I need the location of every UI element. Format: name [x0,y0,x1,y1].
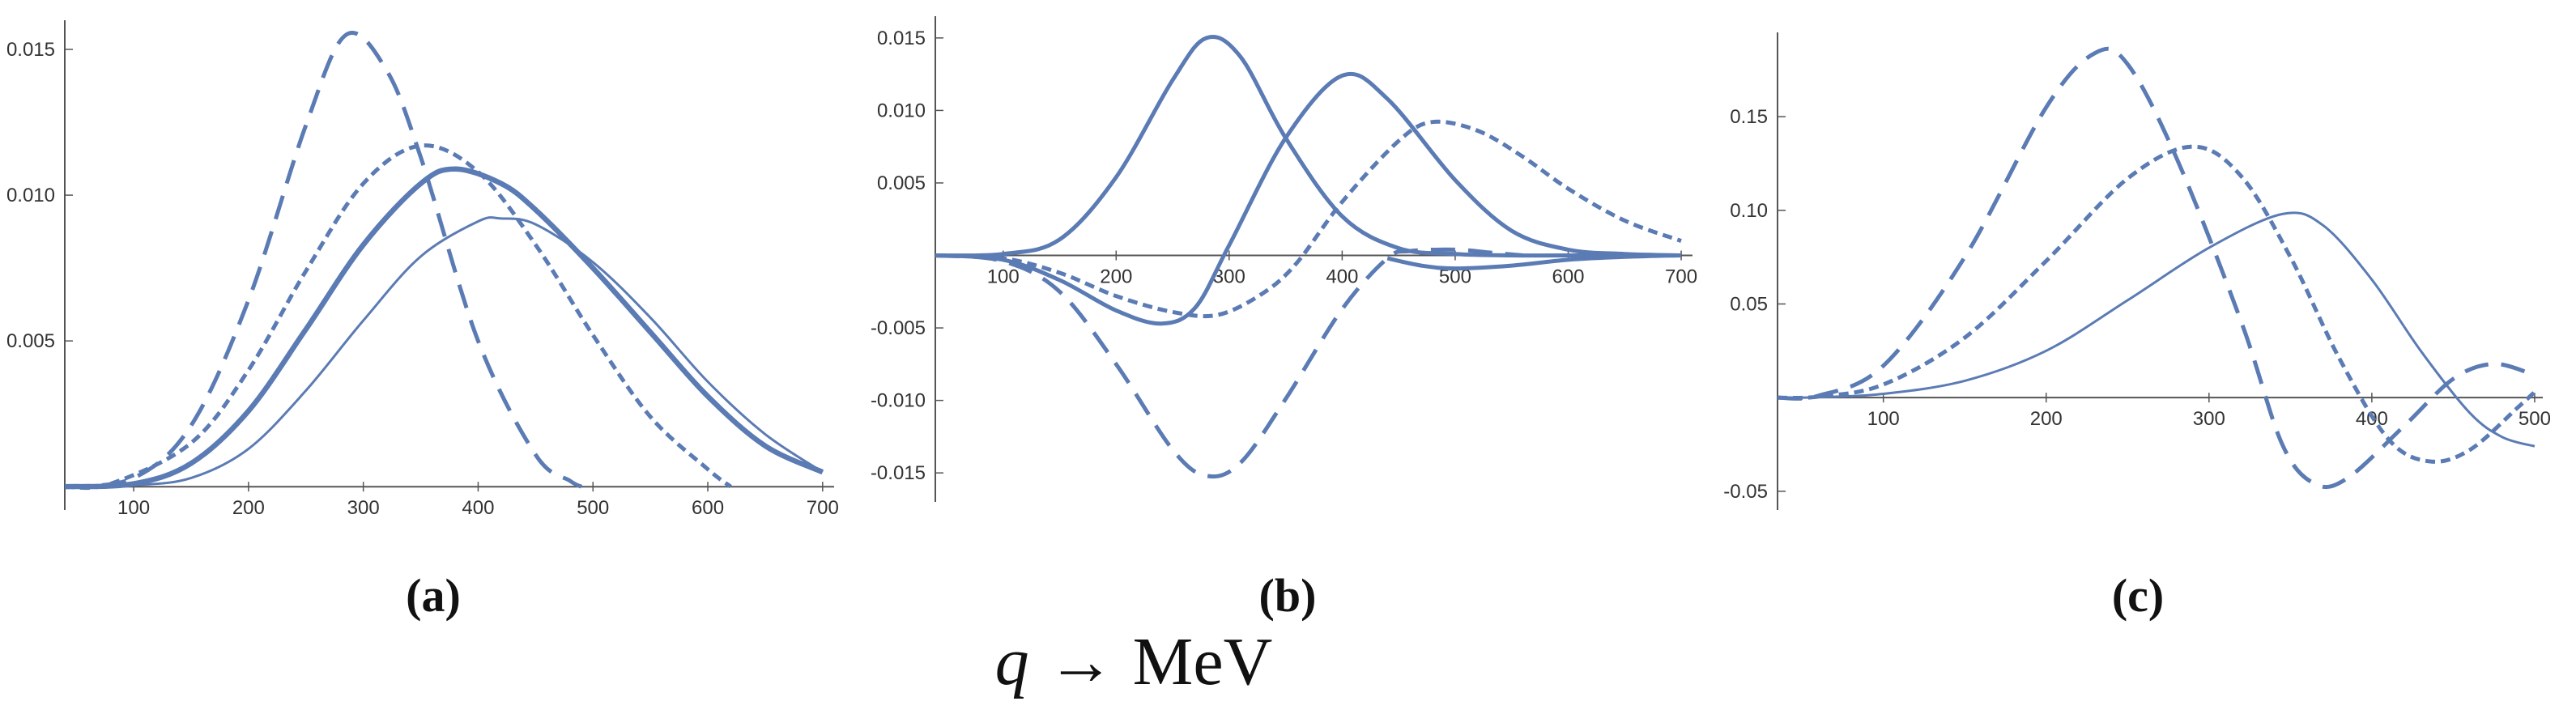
x-tick-label: 300 [347,497,380,519]
x-axis-variable: q [995,624,1029,699]
y-tick-label: -0.010 [871,390,926,412]
x-tick-label: 400 [462,497,494,519]
x-tick-label: 700 [807,497,839,519]
series-line-b-4 [935,119,1682,319]
x-tick-label: 600 [692,497,724,519]
series-line-a-4 [65,216,824,488]
series-line-b-2 [935,71,1682,326]
panel-label-b: (b) [1259,569,1317,622]
y-tick-label: 0.010 [877,100,926,121]
y-tick-label: -0.005 [871,317,926,339]
series-line-c-1 [1778,46,2536,490]
x-tick-label: 700 [1665,266,1697,288]
x-tick-label: 500 [577,497,609,519]
x-tick-label: 500 [2519,408,2551,430]
x-tick-label: 100 [117,497,150,519]
series-line-c-3 [1778,211,2536,448]
series-line-b-5 [935,247,1523,479]
y-tick-label: 0.005 [877,172,926,194]
x-tick-label: 400 [1326,266,1358,288]
series-line-c-2 [1778,144,2536,464]
series-line-b-1 [935,35,1681,258]
panel-c: 100 200 300 400 500-0.050.050.100.15 [1723,32,2551,510]
y-tick-label: 0.005 [6,330,55,352]
y-tick-label: 0.10 [1730,200,1768,222]
y-tick-label: 0.15 [1730,106,1768,128]
y-tick-label: 0.05 [1730,293,1768,315]
series-line-a-3 [65,166,824,490]
panel-label-c: (c) [2112,569,2164,622]
x-tick-label: 100 [1867,408,1900,430]
x-tick-label: 300 [2193,408,2225,430]
y-tick-label: -0.015 [871,462,926,484]
y-tick-label: 0.015 [877,28,926,49]
series-line-b-3 [1386,253,1682,271]
series-line-a-2 [65,143,732,491]
x-tick-label: 100 [987,266,1020,288]
x-tick-label: 200 [2030,408,2063,430]
x-tick-label: 200 [232,497,265,519]
x-tick-label: 600 [1552,266,1584,288]
x-axis-arrow: → [1047,624,1115,699]
series-line-a-1 [65,31,583,489]
panel-label-a: (a) [406,569,461,622]
x-tick-label: 200 [1100,266,1132,288]
y-tick-label: 0.015 [6,39,55,61]
x-axis-label: q → MeV [995,624,1273,699]
x-axis-unit: MeV [1133,624,1273,699]
y-tick-label: 0.010 [6,185,55,206]
panel-b: 100 200 300 400 500 600 700-0.015-0.010-0.0050… [871,16,1697,502]
panel-a: 100 200 300 400 500 600 700 0.005 0.010 0.015 [6,20,839,519]
y-tick-label: -0.05 [1723,481,1768,503]
